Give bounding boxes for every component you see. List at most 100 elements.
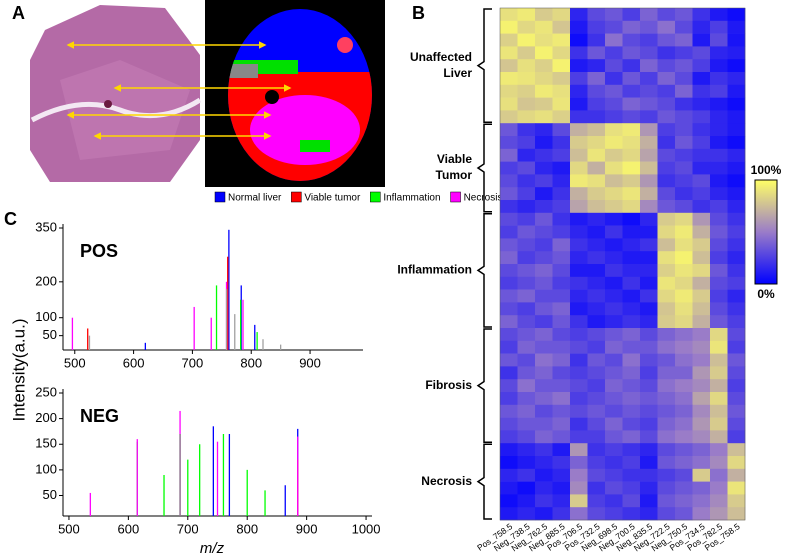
- heatmap-cell: [692, 276, 711, 290]
- heatmap-cell: [587, 225, 606, 239]
- heatmap-cell: [657, 251, 676, 265]
- heatmap-cell: [552, 33, 571, 47]
- heatmap-cell: [570, 456, 588, 470]
- heatmap-cell: [570, 8, 588, 22]
- group-bracket: [476, 213, 492, 328]
- heatmap-cell: [622, 148, 641, 162]
- heatmap-cell: [727, 443, 746, 457]
- heatmap-cell: [535, 353, 553, 367]
- heatmap-cell: [535, 225, 553, 239]
- heatmap-cell: [552, 161, 571, 175]
- heatmap-cell: [657, 366, 676, 380]
- heatmap-cell: [727, 33, 746, 47]
- heatmap-cell: [535, 187, 553, 201]
- heatmap-cell: [587, 136, 606, 150]
- heatmap-cell: [605, 379, 623, 393]
- heatmap-cell: [570, 494, 588, 508]
- heatmap-cell: [675, 187, 693, 201]
- heatmap-cell: [640, 225, 658, 239]
- heatmap-cell: [587, 123, 606, 137]
- heatmap-cell: [675, 264, 693, 278]
- heatmap-cell: [675, 72, 693, 86]
- heatmap-cell: [622, 289, 641, 303]
- heatmap-cell: [657, 33, 676, 47]
- heatmap-cell: [587, 404, 606, 418]
- heatmap-cell: [640, 20, 658, 34]
- heatmap-cell: [727, 148, 746, 162]
- heatmap-cell: [710, 212, 728, 226]
- heatmap-cell: [692, 110, 711, 124]
- heatmap-cell: [587, 238, 606, 252]
- heatmap-cell: [605, 456, 623, 470]
- heatmap-cell: [570, 200, 588, 214]
- heatmap-cell: [640, 72, 658, 86]
- heatmap-cell: [622, 340, 641, 354]
- heatmap-cell: [570, 123, 588, 137]
- heatmap-cell: [500, 187, 518, 201]
- group-label: Liver: [443, 66, 472, 80]
- heatmap-cell: [710, 84, 728, 98]
- heatmap-cell: [552, 430, 571, 444]
- heatmap-cell: [675, 481, 693, 495]
- heatmap-cell: [500, 161, 518, 175]
- heatmap-cell: [727, 46, 746, 60]
- heatmap-cell: [640, 8, 658, 22]
- heatmap-cell: [587, 443, 606, 457]
- heatmap-cell: [675, 289, 693, 303]
- heatmap-cell: [587, 264, 606, 278]
- heatmap-cell: [727, 494, 746, 508]
- heatmap-cell: [622, 123, 641, 137]
- heatmap-cell: [587, 20, 606, 34]
- heatmap-cell: [622, 430, 641, 444]
- heatmap-cell: [622, 443, 641, 457]
- heatmap-cell: [605, 468, 623, 482]
- heatmap-cell: [727, 200, 746, 214]
- heatmap-cell: [587, 289, 606, 303]
- heatmap-cell: [552, 97, 571, 111]
- heatmap-cell: [535, 456, 553, 470]
- heatmap-cell: [517, 328, 536, 342]
- heatmap-cell: [535, 494, 553, 508]
- heatmap-cell: [710, 46, 728, 60]
- heatmap-cell: [675, 212, 693, 226]
- heatmap-cell: [622, 200, 641, 214]
- heatmap-cell: [517, 430, 536, 444]
- x-tick-label: 700: [177, 521, 199, 536]
- heatmap-cell: [500, 20, 518, 34]
- heatmap-cell: [500, 468, 518, 482]
- heatmap-cell: [517, 315, 536, 329]
- legend-label: Normal liver: [228, 193, 282, 204]
- heatmap-cell: [675, 456, 693, 470]
- heatmap-cell: [605, 276, 623, 290]
- y-tick-label: 250: [35, 384, 57, 399]
- heatmap-cell: [657, 379, 676, 393]
- heatmap-cell: [640, 148, 658, 162]
- heatmap-cell: [552, 328, 571, 342]
- heatmap-cell: [570, 507, 588, 521]
- heatmap-cell: [622, 110, 641, 124]
- heatmap-cell: [605, 289, 623, 303]
- legend-swatch: [291, 191, 302, 203]
- heatmap-cell: [657, 8, 676, 22]
- heatmap-cell: [517, 276, 536, 290]
- heatmap-cell: [517, 33, 536, 47]
- heatmap-cell: [570, 225, 588, 239]
- heatmap-cell: [640, 443, 658, 457]
- spectrum-title: POS: [80, 241, 118, 261]
- heatmap-cell: [710, 148, 728, 162]
- heatmap-cell: [692, 366, 711, 380]
- heatmap-cell: [500, 251, 518, 265]
- heatmap-cell: [640, 340, 658, 354]
- heatmap-cell: [517, 353, 536, 367]
- heatmap-cell: [710, 302, 728, 316]
- heatmap-cell: [622, 276, 641, 290]
- heatmap-cell: [710, 238, 728, 252]
- heatmap-cell: [710, 97, 728, 111]
- heatmap-cell: [640, 276, 658, 290]
- x-tick-label: 700: [182, 355, 204, 370]
- heatmap-cell: [692, 187, 711, 201]
- heatmap-cell: [535, 328, 553, 342]
- heatmap-cell: [657, 148, 676, 162]
- heatmap-cell: [605, 328, 623, 342]
- heatmap-cell: [640, 97, 658, 111]
